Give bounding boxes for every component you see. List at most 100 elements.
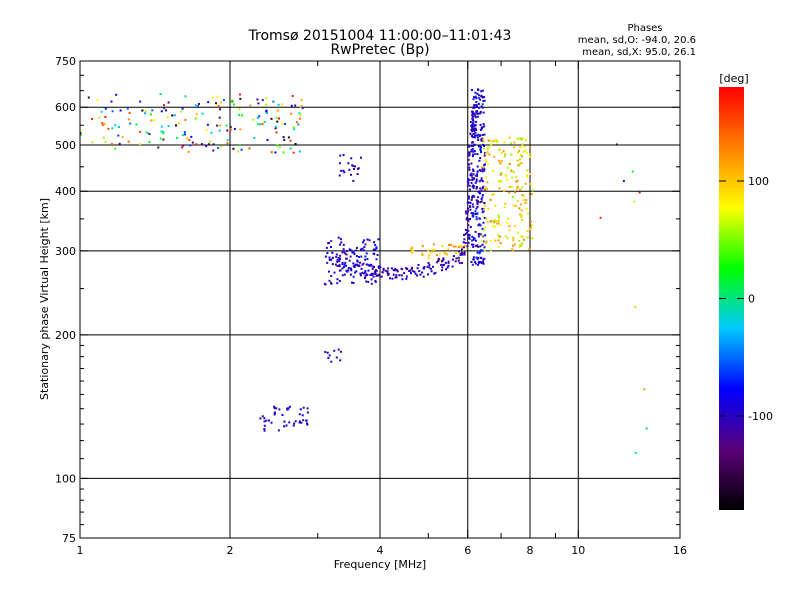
data-point bbox=[474, 114, 477, 117]
data-point bbox=[263, 429, 266, 432]
data-point bbox=[331, 256, 334, 259]
data-point bbox=[114, 147, 117, 150]
data-point bbox=[464, 244, 467, 247]
data-point bbox=[521, 242, 524, 245]
data-point bbox=[421, 271, 424, 274]
data-point bbox=[519, 158, 522, 161]
data-point bbox=[472, 153, 475, 156]
data-point bbox=[645, 427, 648, 430]
data-point bbox=[521, 194, 524, 197]
data-point bbox=[305, 419, 308, 422]
data-point bbox=[342, 243, 345, 246]
data-point bbox=[342, 248, 345, 251]
data-point bbox=[499, 235, 501, 238]
data-point bbox=[481, 227, 484, 230]
data-point bbox=[485, 176, 488, 179]
data-point bbox=[471, 155, 474, 158]
y-tick-label: 100 bbox=[55, 472, 76, 485]
data-point bbox=[374, 269, 377, 272]
data-point bbox=[103, 123, 106, 126]
data-point bbox=[528, 228, 531, 231]
data-point bbox=[479, 149, 482, 152]
data-point bbox=[441, 245, 444, 247]
data-point bbox=[480, 198, 483, 200]
data-point bbox=[482, 138, 485, 141]
data-point bbox=[427, 262, 430, 264]
data-point bbox=[480, 177, 483, 180]
data-point bbox=[352, 262, 355, 265]
data-point bbox=[363, 272, 366, 275]
data-point bbox=[374, 270, 376, 273]
data-point bbox=[275, 125, 278, 128]
x-tick-label: 6 bbox=[464, 544, 471, 557]
data-point bbox=[486, 147, 489, 150]
data-point bbox=[520, 209, 523, 212]
data-point bbox=[483, 154, 486, 157]
data-point bbox=[102, 136, 105, 139]
data-point bbox=[468, 236, 471, 239]
data-point bbox=[361, 247, 364, 250]
chart-subtitle: RwPretec (Bp) bbox=[330, 42, 429, 58]
data-point bbox=[483, 209, 486, 211]
data-point bbox=[480, 261, 483, 264]
data-point bbox=[157, 146, 160, 149]
data-point bbox=[330, 258, 333, 261]
data-point bbox=[348, 259, 351, 262]
data-point bbox=[476, 205, 479, 208]
data-point bbox=[372, 272, 375, 275]
data-point bbox=[464, 210, 467, 213]
data-point bbox=[298, 112, 301, 115]
data-point bbox=[485, 186, 488, 189]
data-point bbox=[288, 421, 291, 424]
data-point bbox=[263, 417, 266, 420]
data-point bbox=[487, 208, 490, 210]
data-point bbox=[473, 136, 476, 139]
data-point bbox=[467, 224, 470, 227]
data-point bbox=[468, 145, 471, 148]
data-point bbox=[480, 105, 483, 108]
data-point bbox=[497, 219, 500, 222]
data-point bbox=[374, 279, 377, 282]
data-point bbox=[521, 186, 524, 189]
data-point bbox=[500, 172, 503, 175]
data-point bbox=[471, 203, 474, 206]
data-point bbox=[482, 100, 485, 102]
data-point bbox=[481, 137, 484, 140]
data-point bbox=[473, 261, 476, 264]
data-point bbox=[472, 115, 474, 118]
data-point bbox=[354, 263, 357, 266]
data-point bbox=[171, 114, 174, 117]
data-point bbox=[226, 142, 229, 145]
data-point bbox=[410, 272, 412, 275]
data-point bbox=[324, 351, 327, 353]
data-point bbox=[495, 220, 497, 223]
data-point bbox=[342, 154, 345, 156]
data-point bbox=[498, 187, 501, 190]
data-point bbox=[470, 150, 473, 153]
data-point bbox=[487, 146, 490, 149]
data-point bbox=[472, 150, 475, 153]
data-point bbox=[437, 259, 440, 262]
data-point bbox=[330, 246, 332, 248]
data-point bbox=[128, 111, 131, 114]
data-point bbox=[465, 247, 468, 250]
data-point bbox=[330, 275, 333, 278]
data-point bbox=[173, 114, 176, 117]
data-point bbox=[480, 189, 483, 192]
data-point bbox=[498, 148, 501, 151]
data-point bbox=[432, 265, 434, 268]
data-point bbox=[503, 141, 506, 144]
data-point bbox=[159, 93, 162, 96]
data-point bbox=[374, 271, 377, 274]
data-point bbox=[370, 272, 373, 275]
data-point bbox=[345, 250, 348, 252]
data-point bbox=[398, 274, 401, 277]
data-point bbox=[474, 129, 477, 132]
data-point bbox=[530, 193, 533, 195]
data-point bbox=[458, 250, 461, 253]
data-point bbox=[259, 417, 262, 420]
data-point bbox=[475, 103, 478, 106]
data-point bbox=[471, 178, 474, 181]
data-point bbox=[474, 127, 477, 130]
data-point bbox=[531, 189, 534, 192]
